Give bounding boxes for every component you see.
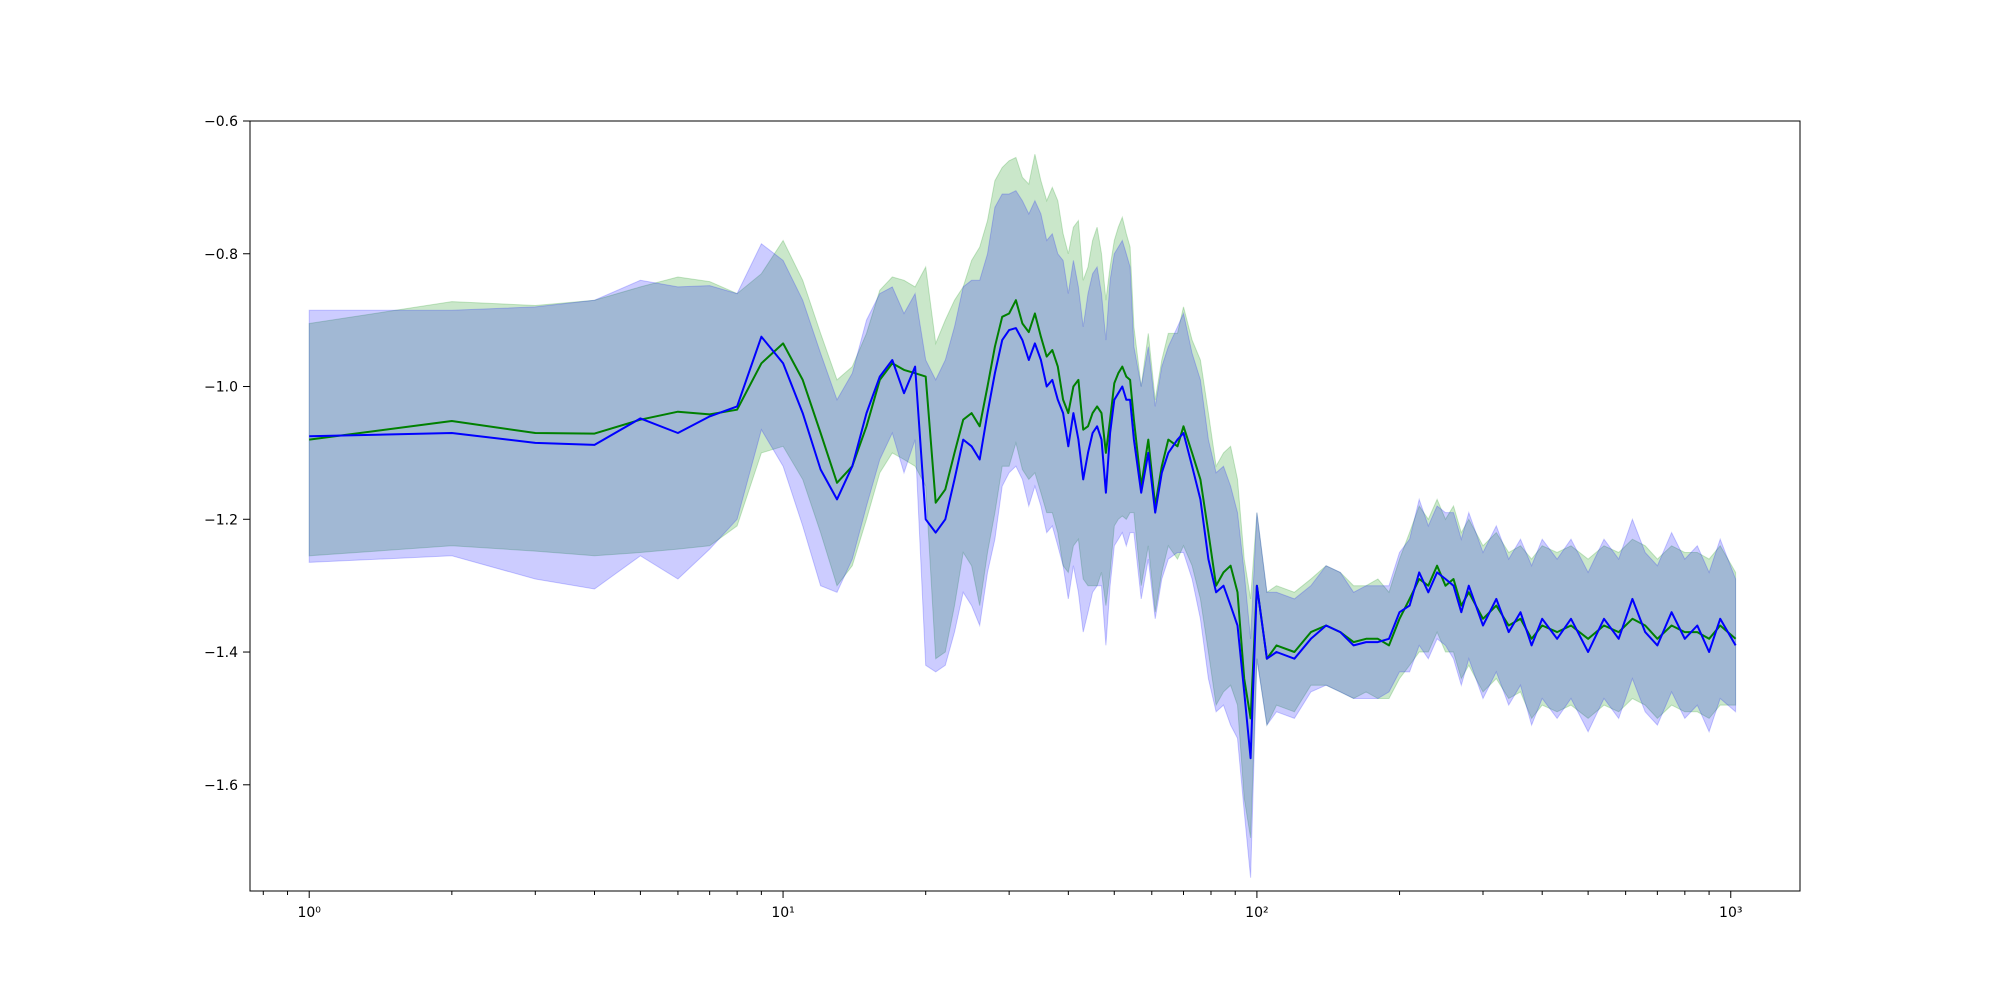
y-axis: −0.6 −0.8 −1.0 −1.2 −1.4 −1.6 — [204, 114, 250, 794]
y-tick-label: −0.6 — [204, 114, 238, 130]
x-tick-label: 10¹ — [771, 905, 794, 921]
x-axis: 10⁰ 10¹ 10² 10³ — [262, 891, 1742, 921]
series-2-band — [308, 190, 1737, 878]
y-tick-label: −1.2 — [204, 512, 238, 528]
y-tick-label: −1.0 — [204, 380, 238, 396]
x-tick-label: 10² — [1245, 905, 1268, 921]
y-tick-label: −1.4 — [204, 645, 238, 661]
x-tick-label: 10⁰ — [297, 905, 321, 921]
y-tick-label: −1.6 — [204, 778, 238, 794]
series-lines — [309, 299, 1737, 760]
series-1-band — [308, 154, 1737, 838]
series-2-line — [309, 327, 1737, 760]
plot-frame — [249, 120, 1801, 892]
confidence-bands — [308, 154, 1737, 878]
y-tick-label: −0.8 — [204, 247, 238, 263]
x-tick-label: 10³ — [1719, 905, 1742, 921]
